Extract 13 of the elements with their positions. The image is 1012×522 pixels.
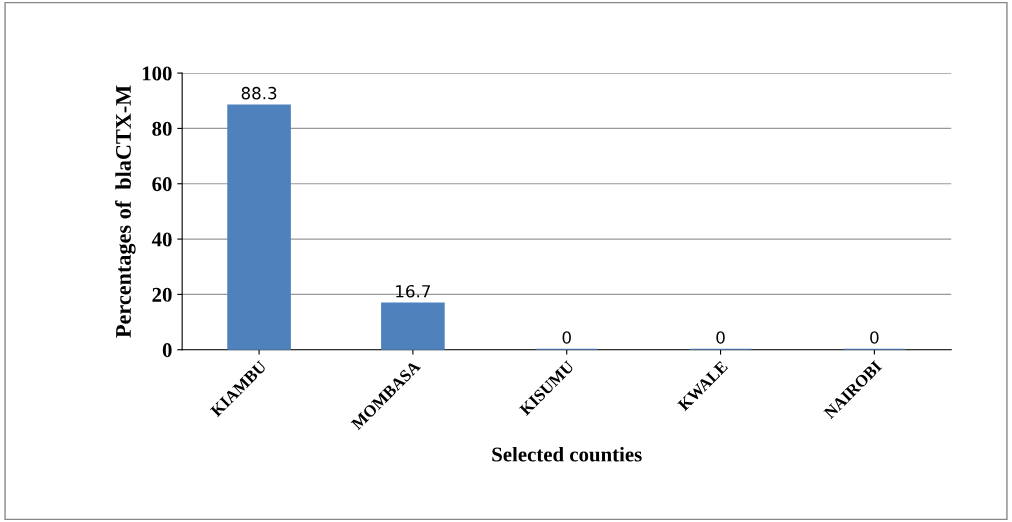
y-tick-label: 40 [151, 232, 172, 247]
y-tick-label: 80 [152, 121, 172, 136]
y-tick-label: 100 [142, 66, 172, 81]
data-label: 0 [870, 331, 879, 344]
data-label: 16.7 [396, 284, 431, 298]
x-axis-title: Selected counties [492, 446, 642, 462]
y-tick-label: 60 [152, 177, 172, 192]
data-label: 0 [716, 331, 725, 344]
data-label: 88.3 [241, 86, 277, 100]
data-label: 0 [562, 331, 571, 344]
y-axis-title: Percentages of blaCTX-M [115, 85, 136, 338]
y-tick-label: 20 [152, 287, 172, 302]
y-tick-label: 0 [162, 343, 172, 358]
